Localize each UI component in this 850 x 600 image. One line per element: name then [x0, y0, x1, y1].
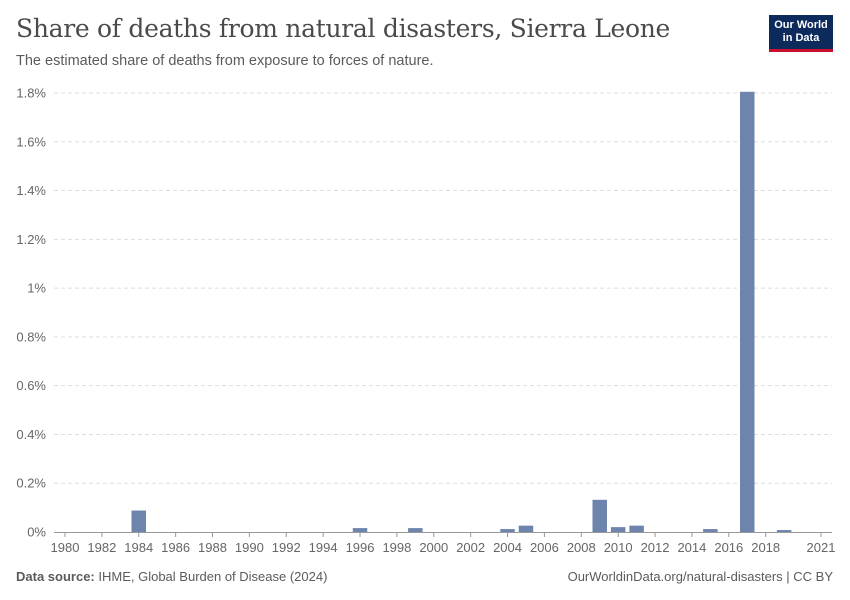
- bar-2015[interactable]: [703, 529, 718, 532]
- x-tick-label: 1982: [87, 540, 116, 555]
- bar-2004[interactable]: [500, 529, 515, 532]
- y-tick-label: 1%: [27, 281, 46, 296]
- grid-lines: [54, 92, 832, 484]
- x-tick-label: 2006: [530, 540, 559, 555]
- bar-1984[interactable]: [131, 510, 147, 532]
- owid-logo[interactable]: Our World in Data: [769, 15, 833, 52]
- footer-url[interactable]: OurWorldinData.org/natural-disasters | C…: [567, 569, 833, 584]
- y-tick-label: 0%: [27, 525, 46, 540]
- x-tick-label: 1990: [235, 540, 264, 555]
- x-tick-label: 2000: [419, 540, 448, 555]
- x-tick-label: 2012: [641, 540, 670, 555]
- y-tick-label: 1.2%: [16, 232, 46, 247]
- bar-2017[interactable]: [739, 91, 755, 533]
- y-tick-label: 0.6%: [16, 378, 46, 393]
- x-tick-label: 1984: [124, 540, 153, 555]
- x-axis: 1980 1982 1984 1986 1988 1990 1992 1994 1996 1998…: [51, 532, 836, 555]
- y-axis-ticks: 0% 0.2% 0.4% 0.6% 0.8% 1% 1.2% 1.4% 1.6% 1.8%: [16, 86, 46, 540]
- bar-2019[interactable]: [776, 530, 792, 532]
- bar-2009[interactable]: [592, 499, 607, 532]
- x-tick-label: 2016: [714, 540, 743, 555]
- y-tick-label: 1.8%: [16, 86, 46, 101]
- x-tick-label: 2002: [456, 540, 485, 555]
- bar-2011[interactable]: [629, 525, 644, 532]
- chart-subtitle: The estimated share of deaths from expos…: [16, 53, 434, 69]
- x-tick-label: 1992: [272, 540, 301, 555]
- x-tick-label: 1994: [309, 540, 338, 555]
- data-source: Data source: IHME, Global Burden of Dise…: [16, 569, 327, 584]
- logo-line-1: Our World: [774, 19, 828, 31]
- x-tick-label: 2008: [567, 540, 596, 555]
- x-tick-label: 1988: [198, 540, 227, 555]
- bar-2005[interactable]: [518, 525, 534, 532]
- chart-title: Share of deaths from natural disasters, …: [16, 14, 671, 43]
- x-tick-label: 1986: [161, 540, 190, 555]
- bar-2010[interactable]: [610, 527, 626, 532]
- data-source-text[interactable]: IHME, Global Burden of Disease (2024): [98, 569, 328, 584]
- logo-line-2: in Data: [782, 32, 820, 44]
- x-tick-label: 1996: [346, 540, 375, 555]
- x-tick-label: 2004: [493, 540, 522, 555]
- y-tick-label: 0.8%: [16, 329, 46, 344]
- y-tick-label: 1.6%: [16, 134, 46, 149]
- y-tick-label: 0.2%: [16, 476, 46, 491]
- x-tick-label: 2018: [751, 540, 780, 555]
- x-tick-label: 2021: [807, 540, 836, 555]
- bar-1996[interactable]: [352, 528, 368, 532]
- y-tick-label: 0.4%: [16, 427, 46, 442]
- bar-1999[interactable]: [408, 528, 423, 532]
- x-tick-label: 2014: [677, 540, 706, 555]
- x-tick-label: 1980: [51, 540, 80, 555]
- x-tick-label: 2010: [604, 540, 633, 555]
- y-tick-label: 1.4%: [16, 183, 46, 198]
- data-source-label: Data source:: [16, 569, 95, 584]
- bars: [131, 91, 792, 533]
- x-tick-label: 1998: [382, 540, 411, 555]
